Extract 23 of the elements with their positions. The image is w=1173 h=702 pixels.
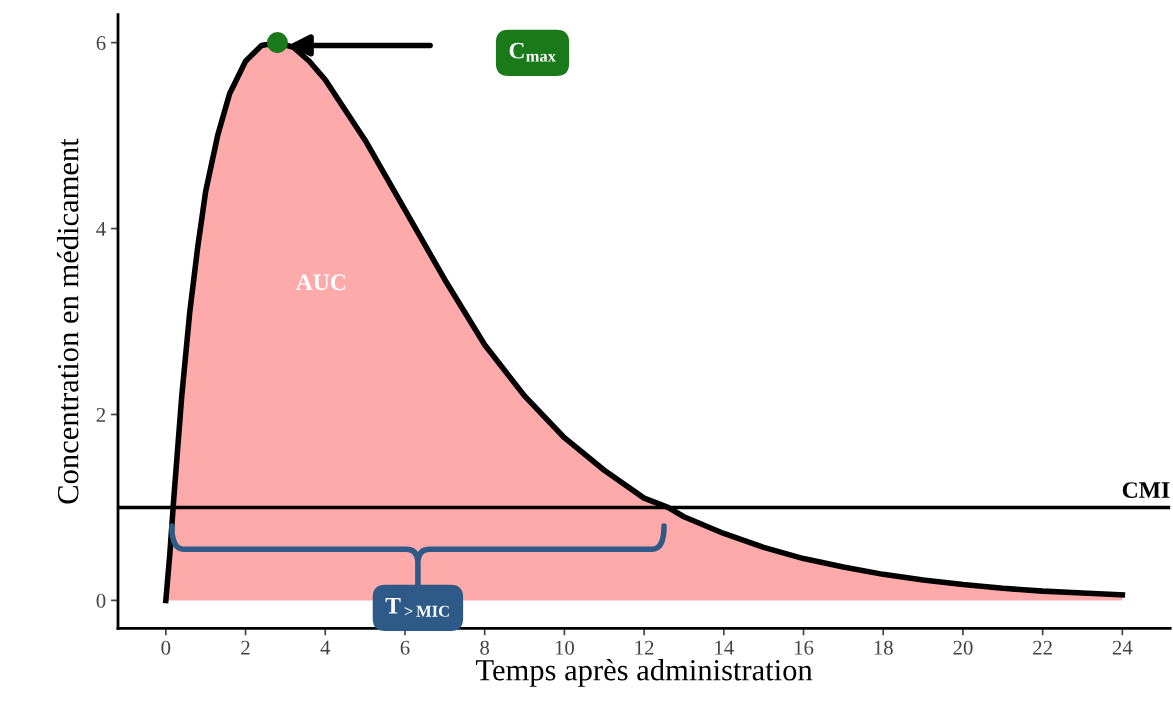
x-tick-label: 20 [953, 640, 973, 655]
x-tick-label: 24 [1112, 640, 1133, 655]
x-tick-label: 18 [874, 640, 893, 655]
x-tick-label: 14 [715, 640, 734, 655]
x-tick-label: 10 [555, 640, 575, 655]
x-tick-label: 2 [241, 640, 250, 655]
annotation: T$_{>MIC}$ [385, 597, 449, 617]
x-tick-label: 8 [480, 640, 490, 655]
y-tick-label: 0 [96, 593, 106, 608]
x-tick-label: 12 [635, 640, 654, 655]
y-axis-title: Concentration en médicament [56, 138, 79, 504]
x-tick-label: 0 [161, 640, 171, 655]
ref-line-label: CMI [1122, 482, 1170, 498]
y-tick-label: 6 [96, 36, 106, 51]
x-tick-label: 16 [794, 640, 814, 655]
annotation: C$_{max}$ [509, 42, 556, 62]
x-tick-label: 6 [400, 640, 410, 655]
annotation: AUC [295, 274, 346, 291]
x-axis-title: Temps après administration [476, 658, 813, 687]
y-tick-label: 4 [96, 222, 106, 236]
y-tick-label: 2 [96, 407, 106, 422]
x-tick-label: 22 [1033, 640, 1052, 655]
x-tick-label: 4 [320, 640, 331, 655]
